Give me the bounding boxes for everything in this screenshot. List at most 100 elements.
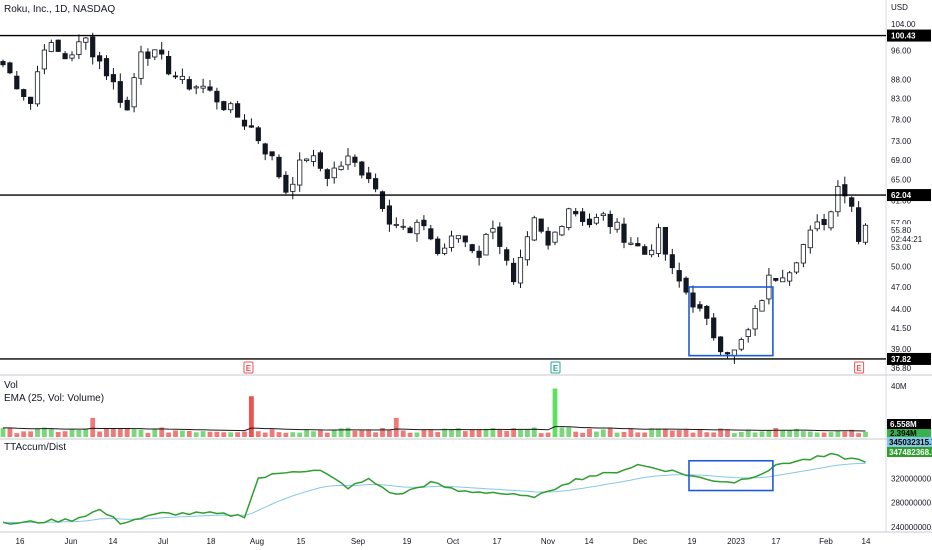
volume-bar (628, 428, 634, 437)
volume-tick-label: 40M (891, 382, 907, 391)
earnings-marker[interactable] (854, 361, 865, 374)
candle (159, 49, 165, 55)
volume-bar (642, 432, 648, 437)
volume-bar (807, 431, 813, 437)
volume-bar (531, 427, 537, 437)
volume-bar (552, 388, 558, 437)
volume-bar (752, 432, 758, 437)
volume-bar (863, 431, 868, 437)
candle (103, 58, 110, 77)
candle (469, 244, 475, 252)
volume-bar (214, 431, 220, 437)
date-tick-label: 14 (862, 537, 871, 546)
volume-bar (42, 427, 47, 437)
volume-bar (594, 431, 599, 437)
earnings-marker[interactable] (550, 361, 561, 374)
level-price-label: 100.43 (891, 32, 916, 41)
accum-highlight-box[interactable] (688, 459, 774, 492)
candle (649, 249, 655, 256)
candle (317, 152, 324, 169)
date-tick-label: 14 (109, 537, 118, 546)
accum-tick-label: 320000000.00 (891, 474, 932, 483)
candle (435, 238, 441, 254)
candle (517, 256, 524, 284)
candle (7, 62, 13, 74)
accum-pane-title: TTAccum/Dist (4, 442, 67, 453)
volume-bar (849, 429, 855, 437)
candle (704, 305, 710, 319)
candle (165, 55, 172, 75)
volume-bar (856, 433, 861, 437)
candle (531, 217, 537, 241)
candle (117, 81, 123, 103)
volume-bar (690, 432, 696, 437)
volume-bar (442, 428, 447, 437)
volume-bar (262, 432, 268, 437)
volume-bar (773, 428, 779, 437)
volume-bar (193, 432, 199, 437)
candle (580, 211, 586, 223)
candle (186, 79, 192, 90)
volume-bar (48, 428, 54, 437)
price-tick-label: 69.00 (891, 156, 912, 165)
price-tick-label: 96.00 (891, 47, 912, 56)
volume-bar (221, 432, 227, 437)
volume-last-label: 6.558M (890, 420, 917, 429)
candle (228, 103, 234, 111)
candle (566, 208, 572, 228)
level-price-label: 37.82 (891, 355, 912, 364)
volume-bar (166, 432, 171, 437)
candle (586, 218, 593, 226)
earnings-marker[interactable] (243, 361, 254, 374)
volume-bar (732, 433, 737, 437)
candle (14, 75, 20, 90)
candle (690, 292, 696, 308)
date-tick-label: 2023 (727, 537, 745, 546)
volume-tag (887, 419, 931, 429)
volume-bar (656, 428, 661, 437)
candle (214, 90, 220, 103)
candle (338, 165, 344, 170)
candle (683, 277, 689, 293)
candle (152, 49, 158, 58)
accum-ema-tag (887, 437, 932, 447)
candle (41, 49, 48, 70)
volume-bar (607, 427, 613, 437)
date-tick-label: 18 (207, 537, 216, 546)
earnings-marker-label: E (856, 364, 862, 373)
volume-bar (676, 430, 682, 437)
candle (366, 172, 372, 180)
candle (179, 75, 185, 80)
volume-bar (393, 417, 399, 437)
volume-bar (90, 417, 96, 437)
level-price-label: 62.04 (891, 191, 912, 200)
price-tick-label: 65.00 (891, 176, 912, 185)
candle (331, 167, 337, 179)
volume-bar (338, 428, 344, 437)
candle (83, 37, 89, 43)
volume-bar (186, 431, 192, 437)
price-tick-label: 44.00 (891, 305, 912, 314)
volume-bar (14, 433, 20, 437)
candle (635, 243, 641, 247)
volume-bar (387, 430, 392, 437)
volume-bar (131, 429, 137, 437)
candle (221, 101, 227, 111)
candle (738, 339, 744, 350)
volume-bar (311, 431, 316, 437)
accum-dist-line (2, 452, 866, 525)
volume-bar (821, 432, 827, 437)
candle (90, 36, 96, 58)
volume-bar (400, 430, 406, 437)
highlight-box[interactable] (688, 286, 774, 357)
volume-bar (359, 430, 365, 437)
volume-bar (538, 433, 544, 437)
candle (172, 75, 179, 78)
volume-bar (759, 431, 765, 437)
volume-bar (207, 431, 213, 437)
price-tick-label: 78.00 (891, 115, 912, 124)
volume-bar (718, 428, 723, 437)
candle (21, 89, 27, 97)
volume-bar (511, 428, 516, 437)
